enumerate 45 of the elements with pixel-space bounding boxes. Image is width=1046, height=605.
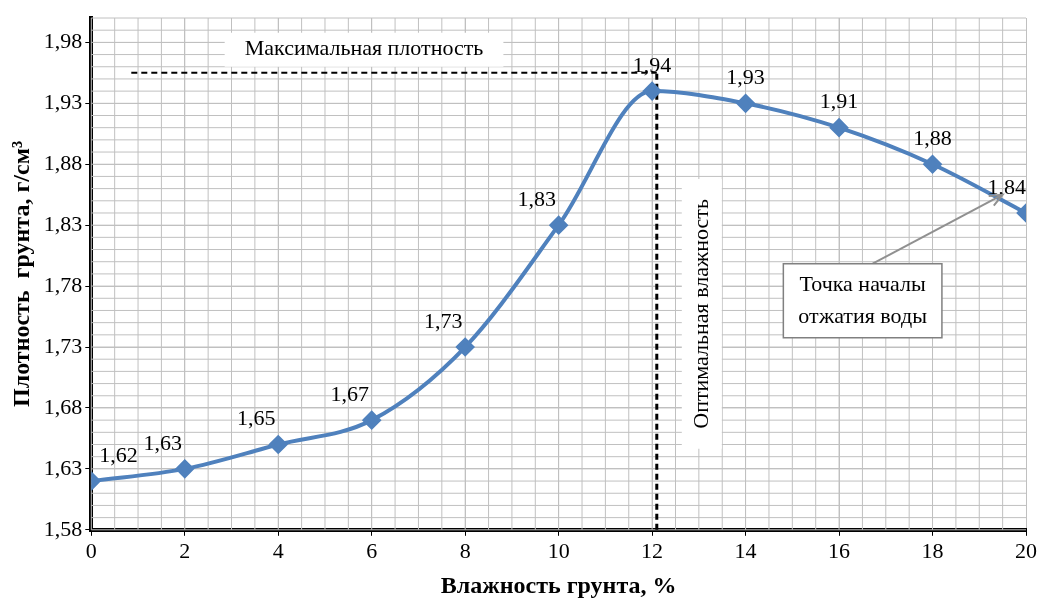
- x-tick-label: 14: [734, 537, 757, 563]
- x-tick-label: 2: [179, 537, 191, 563]
- y-tick-label: 1,83: [43, 210, 83, 236]
- data-label: 1,93: [726, 64, 765, 90]
- x-tick-label: 8: [459, 537, 471, 563]
- data-label: 1,67: [330, 380, 369, 406]
- y-tick-label: 1,58: [43, 515, 83, 541]
- point: [456, 338, 475, 357]
- x-tick-label: 18: [921, 537, 944, 563]
- x-tick-label: 10: [547, 537, 570, 563]
- point: [643, 82, 662, 101]
- data-label: 1,73: [423, 307, 463, 333]
- y-tick-label: 1,78: [43, 271, 83, 297]
- data-label: 1,91: [819, 88, 859, 114]
- point: [736, 94, 755, 113]
- data-label: 1,84: [987, 173, 1026, 199]
- point: [269, 435, 288, 454]
- x-tick-label: 0: [85, 537, 97, 563]
- data-label: 1,83: [517, 185, 556, 211]
- x-tick-label: 20: [1015, 537, 1037, 563]
- point: [175, 459, 194, 478]
- y-tick-label: 1,63: [43, 454, 83, 480]
- x-axis-title: Влажность грунта, %: [440, 571, 677, 598]
- data-label: 1,62: [99, 441, 138, 467]
- point: [362, 411, 381, 430]
- data-label: 1,63: [143, 429, 183, 455]
- data-label: 1,94: [632, 51, 672, 77]
- y-axis-title: Плотность грунта, г/см³: [7, 140, 34, 407]
- y-tick-label: 1,98: [43, 28, 83, 54]
- ref-line-label: Максимальная плотность: [244, 34, 484, 60]
- data-label: 1,65: [236, 405, 276, 431]
- y-tick-label: 1,88: [43, 150, 83, 176]
- point: [923, 155, 942, 174]
- x-tick-label: 6: [366, 537, 378, 563]
- x-tick-label: 12: [641, 537, 664, 563]
- y-tick-label: 1,73: [43, 332, 83, 358]
- point: [830, 118, 849, 137]
- annotation: Точка началы отжатия воды: [798, 271, 928, 329]
- y-tick-label: 1,68: [43, 393, 83, 419]
- y-tick-label: 1,93: [43, 89, 83, 115]
- ref-line-label: Оптимальная влажность: [687, 199, 713, 429]
- point: [549, 216, 568, 235]
- x-tick-label: 4: [272, 537, 284, 563]
- x-tick-label: 16: [828, 537, 851, 563]
- data-label: 1,88: [913, 125, 952, 151]
